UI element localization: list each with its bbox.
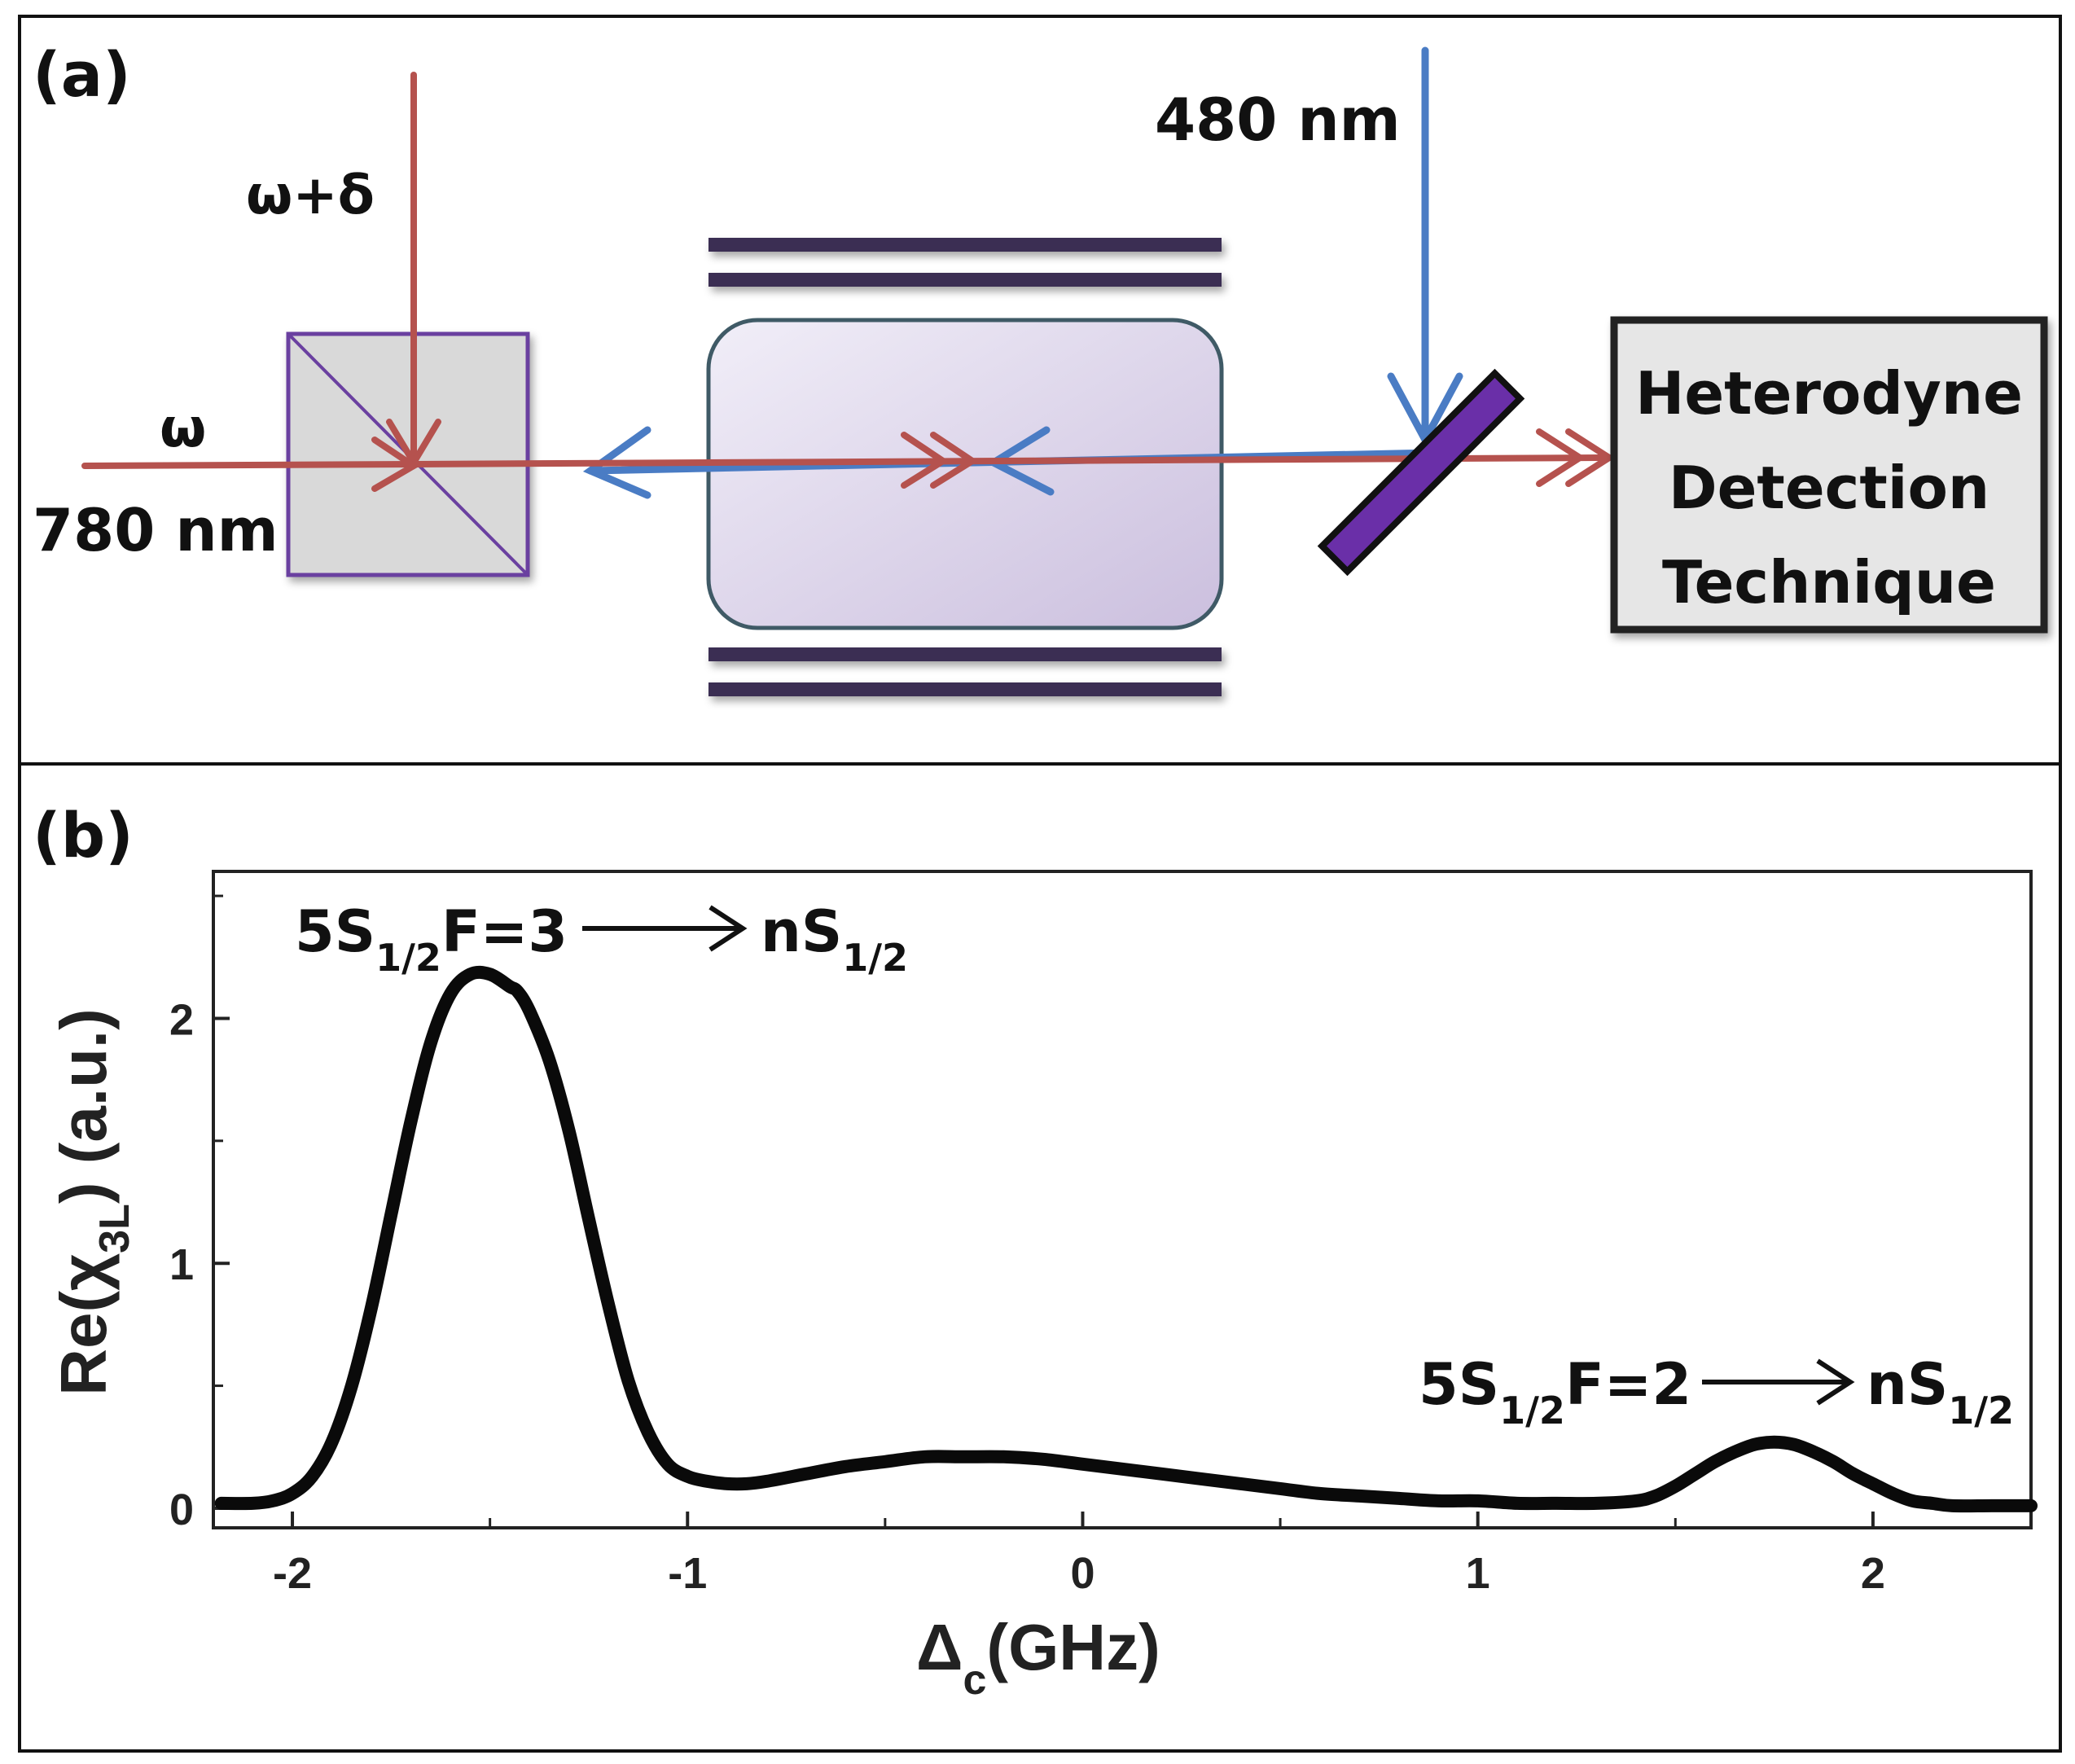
annotation-f2-mid: F=2	[1565, 1351, 1691, 1418]
annotation-f3: 5S1/2F=3	[295, 898, 568, 980]
vapor-cell	[706, 318, 1224, 630]
panel-b: (b) -2 -1 0 1 2 0 1 2 Δc(GHz) Re(χ3L) (a.u.) 5…	[33, 799, 2038, 1704]
bottom-plate-inner	[708, 647, 1222, 661]
dichroic-mirror	[1317, 368, 1525, 577]
probe-beam	[81, 72, 1616, 492]
label-omega-delta: ω+δ	[246, 164, 375, 226]
annotation-f2-sub: 1/2	[1499, 1389, 1565, 1433]
annotation-f2-arrow	[1702, 1358, 1855, 1406]
top-plate-inner	[708, 273, 1222, 287]
annotation-f3-target-main: nS	[761, 898, 842, 965]
top-plate-outer	[708, 238, 1222, 252]
figure-border	[18, 15, 2062, 1753]
x-ticks: -2 -1 0 1 2	[273, 1512, 1885, 1598]
annotation-f2-target-sub: 1/2	[1948, 1389, 2014, 1433]
x-axis-title-delta: Δ	[916, 1611, 963, 1683]
y-tick-label: 2	[169, 995, 194, 1044]
panel-a: (a)	[33, 38, 2048, 696]
x-tick-label: -1	[668, 1549, 707, 1598]
annotation-f3-target: nS1/2	[761, 898, 908, 980]
detector-line-3: Technique	[1662, 548, 1996, 617]
annotation-f2-target: nS1/2	[1867, 1351, 2014, 1433]
y-axis-title-sub: 3L	[91, 1204, 138, 1253]
series-layer	[214, 965, 2038, 1513]
bottom-plate-outer	[708, 682, 1222, 696]
series-line	[214, 965, 2038, 1513]
annotation-f3-arrow	[582, 905, 748, 952]
annotation-f3-prefix: 5S	[295, 898, 375, 965]
detector-box	[1610, 316, 2048, 634]
x-tick-label: 0	[1070, 1549, 1095, 1598]
detector-line-2: Detection	[1669, 454, 1989, 522]
y-axis-title-post: ) (a.u.)	[47, 1008, 120, 1204]
annotation-f2-prefix: 5S	[1419, 1351, 1499, 1418]
x-tick-label: 1	[1466, 1549, 1490, 1598]
annotation-f2: 5S1/2F=2	[1419, 1351, 1691, 1433]
label-480nm: 480 nm	[1155, 86, 1401, 154]
x-axis-title-sub: c	[963, 1656, 987, 1704]
x-axis-title-unit: (GHz)	[986, 1611, 1160, 1683]
panel-a-label: (a)	[33, 38, 131, 111]
detector-line-1: Heterodyne	[1635, 359, 2023, 428]
panel-b-label: (b)	[33, 799, 134, 871]
annotation-f3-sub: 1/2	[375, 936, 441, 980]
annotation-f3-mid: F=3	[441, 898, 568, 965]
annotation-f3-target-sub: 1/2	[842, 936, 908, 980]
field-plates	[708, 238, 1222, 696]
plot-area	[212, 870, 2033, 1529]
y-tick-label: 0	[169, 1485, 194, 1534]
x-tick-label: -2	[273, 1549, 312, 1598]
y-ticks: 0 1 2	[169, 894, 230, 1534]
x-tick-label: 2	[1861, 1549, 1885, 1598]
x-axis-title: Δc(GHz)	[916, 1611, 1160, 1704]
annotation-f2-target-main: nS	[1867, 1351, 1948, 1418]
label-780nm: 780 nm	[33, 496, 279, 564]
label-omega: ω	[160, 397, 206, 459]
y-tick-label: 1	[169, 1240, 194, 1289]
y-axis-title-pre: Re(χ	[47, 1253, 120, 1396]
y-axis-title: Re(χ3L) (a.u.)	[47, 1008, 138, 1396]
